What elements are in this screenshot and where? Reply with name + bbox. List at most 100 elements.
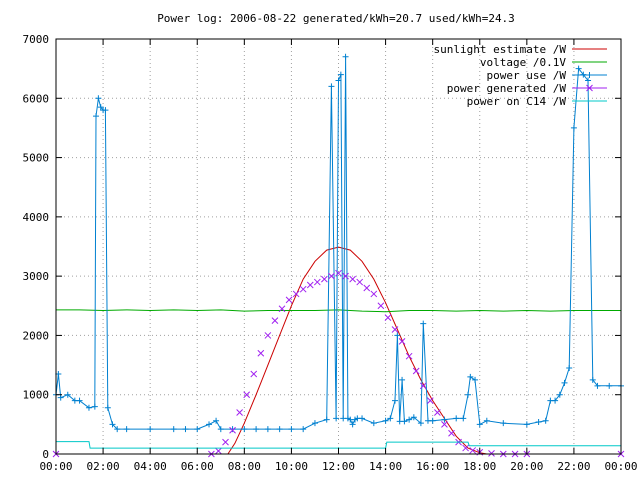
data-point [57,394,64,401]
data-point [453,415,460,422]
y-tick-label: 7000 [23,33,50,46]
data-point [606,382,613,389]
data-point [278,305,286,313]
data-point [467,373,474,380]
y-tick-label: 0 [42,448,49,461]
data-point [448,429,455,437]
data-point [313,278,321,286]
data-point [229,426,236,434]
data-point [464,391,471,398]
data-point [253,426,260,433]
x-tick-label: 10:00 [275,460,308,473]
series-2 [53,53,624,433]
data-point [217,426,224,433]
data-point [104,404,111,411]
data-point [91,403,98,410]
data-point [276,426,283,433]
data-point [102,107,109,114]
legend-label: power generated /W [447,82,567,95]
data-point [384,314,392,321]
x-tick-label: 04:00 [134,460,167,473]
data-point [93,113,100,120]
data-point [311,420,318,427]
x-tick-label: 14:00 [369,460,402,473]
data-point [356,278,364,286]
x-tick-label: 08:00 [228,460,261,473]
legend-label: power on C14 /W [467,95,567,108]
data-point [264,332,272,339]
data-point [147,426,154,433]
series-1 [56,309,621,313]
data-point [109,421,116,428]
x-tick-label: 00:00 [604,460,637,473]
series-0 [227,246,487,455]
data-point [328,272,335,280]
data-point [382,417,389,424]
data-point [552,397,559,404]
data-point [500,420,507,427]
y-tick-label: 6000 [23,92,50,105]
data-point [349,421,356,428]
data-point [194,426,201,433]
y-tick-label: 1000 [23,389,50,402]
legend-label: voltage /0.1V [480,56,566,69]
legend-marker [586,84,593,92]
data-point [85,404,92,411]
y-tick-label: 3000 [23,270,50,283]
legend-marker [586,72,593,78]
data-point [535,418,542,425]
data-point [292,290,300,298]
data-point [476,421,483,428]
data-point [589,376,596,383]
series-line [56,309,621,313]
data-point [285,296,293,304]
series-3 [52,269,625,458]
data-point [441,421,448,428]
y-axis: 0 1000 2000 3000 4000 5000 6000 7000 [23,33,621,461]
x-tick-label: 00:00 [39,460,72,473]
data-point [401,418,408,425]
data-point [419,382,427,390]
data-point [469,447,477,454]
data-point [429,417,436,424]
data-point [462,444,469,452]
data-point [306,281,314,289]
data-point [441,416,448,423]
chart-title: Power log: 2006-08-22 generated/kWh=20.7… [157,12,515,25]
x-tick-label: 20:00 [510,460,543,473]
data-point [76,397,83,404]
data-point [398,338,406,345]
y-tick-label: 4000 [23,211,50,224]
data-point [264,426,271,433]
data-point [391,326,399,333]
data-point [349,275,356,283]
data-point [542,417,549,424]
x-tick-label: 22:00 [557,460,590,473]
data-point [215,447,222,455]
data-point [377,302,385,310]
data-point [206,421,213,428]
data-point [585,77,592,84]
data-point [250,370,258,378]
data-point [363,284,371,292]
data-point [241,426,248,433]
data-point [460,415,467,422]
data-point [472,376,479,383]
series-line [55,56,621,430]
y-tick-label: 2000 [23,329,50,342]
data-point [123,426,130,433]
data-point [299,285,307,293]
data-point [523,421,530,428]
data-point [333,415,340,422]
series-layer [52,53,625,458]
data-point [257,349,265,357]
x-tick-label: 06:00 [181,460,214,473]
series-line [227,246,487,455]
x-tick-label: 02:00 [87,460,120,473]
data-point [399,376,406,383]
data-point [342,53,349,60]
data-point [570,124,577,131]
series-4 [56,441,621,449]
data-point [392,397,398,404]
data-point [426,397,434,404]
